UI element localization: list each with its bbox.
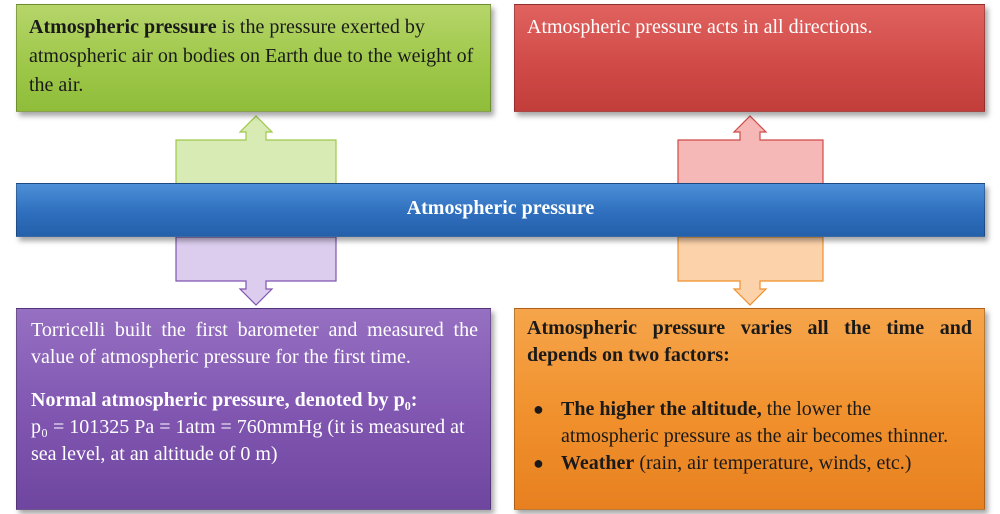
diagram-title: Atmospheric pressure [406, 197, 595, 219]
directions-box: Atmospheric pressure acts in all directi… [514, 4, 985, 112]
factor-text: (rain, air temperature, winds, etc.) [634, 452, 912, 474]
factor-bold: The higher the altitude, [561, 398, 762, 420]
definition-body: is the pressure exerted by atmospheric a… [29, 16, 474, 96]
bullet-icon: ● [533, 399, 544, 419]
definition-box: Atmospheric pressure is the pressure exe… [16, 4, 491, 112]
connector-arrow-down-orange [677, 236, 824, 306]
normal-pressure-heading: Normal atmospheric pressure, denoted by … [31, 389, 418, 411]
factor-item-altitude: ● The higher the altitude, the lower the… [533, 396, 972, 450]
factor-item-weather: ● Weather (rain, air temperature, winds,… [533, 450, 972, 477]
torricelli-box: Torricelli built the first barometer and… [16, 308, 491, 510]
variation-heading: Atmospheric pressure varies all the time… [527, 317, 972, 366]
torricelli-text: Torricelli built the first barometer and… [31, 319, 478, 368]
title-bar: Atmospheric pressure [16, 183, 985, 237]
definition-term: Atmospheric pressure [29, 16, 217, 38]
connector-arrow-down-purple [175, 236, 337, 306]
variation-box: Atmospheric pressure varies all the time… [514, 308, 985, 510]
connector-arrow-up-green [175, 115, 337, 185]
factor-text: the lower the atmospheric pressure as th… [561, 398, 949, 447]
factor-list: ● The higher the altitude, the lower the… [527, 396, 972, 477]
bullet-icon: ● [533, 453, 544, 473]
normal-pressure-text: p₀ = 101325 Pa = 1atm = 760mmHg (it is m… [31, 416, 465, 465]
definition-text: Atmospheric pressure is the pressure exe… [29, 13, 476, 100]
factor-bold: Weather [561, 452, 635, 474]
normal-pressure-block: Normal atmospheric pressure, denoted by … [31, 387, 478, 468]
directions-text: Atmospheric pressure acts in all directi… [527, 16, 873, 38]
connector-arrow-up-red [677, 115, 824, 185]
